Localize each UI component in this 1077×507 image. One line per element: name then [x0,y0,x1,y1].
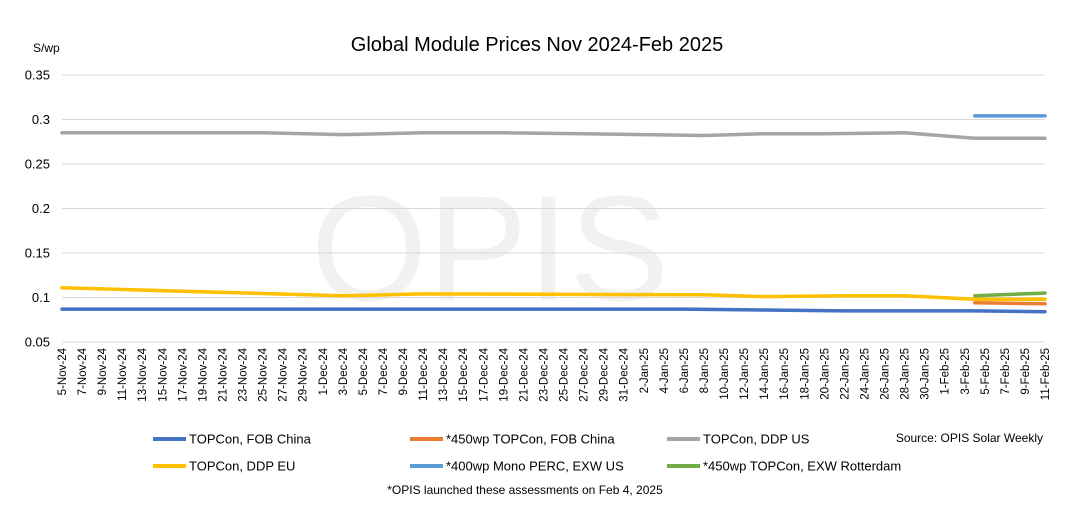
x-tick-label: 2-Jan-25 [639,348,651,393]
watermark-text: OPIS [311,164,669,332]
legend-label: TOPCon, DDP EU [189,459,295,474]
legend-label: TOPCon, DDP US [703,432,810,447]
y-tick-label: 0.35 [25,68,50,83]
x-tick-label: 29-Nov-24 [298,347,310,401]
x-tick-label: 15-Dec-24 [458,347,470,401]
x-tick-label: 21-Nov-24 [217,347,229,401]
x-tick-label: 15-Nov-24 [157,347,169,401]
x-tick-label: 25-Nov-24 [258,347,270,401]
series-line-450wp-topcon-exw-rotterdam [973,291,1047,298]
legend-label: TOPCon, FOB China [189,432,312,447]
x-tick-label: 7-Dec-24 [378,347,390,395]
x-tick-label: 1-Feb-25 [940,348,952,395]
series-line-topcon-fob-china [60,307,1047,314]
x-tick-label: 3-Dec-24 [338,347,350,395]
x-tick-label: 16-Jan-25 [779,348,791,400]
x-tick-label: 30-Jan-25 [920,348,932,400]
y-tick-label: 0.1 [32,290,50,305]
x-tick-label: 9-Dec-24 [398,347,410,395]
x-tick-label: 4-Jan-25 [659,348,671,393]
x-tick-label: 13-Dec-24 [438,347,450,401]
x-tick-label: 11-Nov-24 [117,347,129,400]
x-tick-label: 17-Nov-24 [177,347,189,401]
x-tick-label: 13-Nov-24 [137,347,149,401]
x-tick-label: 6-Jan-25 [679,348,691,393]
x-tick-label: 18-Jan-25 [799,348,811,400]
x-tick-label: 9-Feb-25 [1020,348,1032,395]
x-tick-label: 23-Dec-24 [538,347,550,401]
legend-label: *450wp TOPCon, FOB China [446,432,615,447]
y-axis-ticks: 0.05 0.1 0.15 0.2 0.25 0.3 0.35 [25,68,50,350]
legend-label: *450wp TOPCon, EXW Rotterdam [703,459,901,474]
x-tick-label: 11-Dec-24 [418,347,430,400]
legend: TOPCon, FOB China *450wp TOPCon, FOB Chin… [153,432,901,474]
x-tick-label: 10-Jan-25 [719,348,731,400]
x-tick-label: 28-Jan-25 [900,348,912,400]
series-line-450wp-topcon-fob-china [973,301,1047,306]
x-tick-label: 27-Dec-24 [579,347,591,401]
series-line-topcon-ddp-us [60,131,1047,140]
x-tick-label: 5-Feb-25 [980,348,992,395]
x-tick-label: 20-Jan-25 [819,348,831,400]
chart-title: Global Module Prices Nov 2024-Feb 2025 [351,34,723,56]
footnote: *OPIS launched these assessments on Feb … [387,483,663,497]
x-tick-label: 19-Nov-24 [197,347,209,401]
x-tick-label: 19-Dec-24 [498,347,510,401]
y-axis-unit-label: S/wp [33,41,60,55]
x-tick-label: 1-Dec-24 [318,347,330,395]
series-line-topcon-ddp-eu [60,285,1047,302]
x-tick-label: 26-Jan-25 [880,348,892,400]
y-tick-label: 0.25 [25,157,50,172]
x-tick-label: 9-Nov-24 [97,347,109,395]
x-tick-label: 11-Feb-25 [1040,348,1052,400]
x-tick-label: 21-Dec-24 [518,347,530,401]
series-lines [60,114,1047,314]
x-axis-ticks: 5-Nov-24 7-Nov-24 9-Nov-24 11-Nov-24 13-Nov-… [57,347,1052,401]
x-tick-label: 31-Dec-24 [619,347,631,401]
source-note: Source: OPIS Solar Weekly [896,431,1043,445]
y-tick-label: 0.05 [25,335,50,350]
x-tick-label: 23-Nov-24 [238,347,250,401]
x-tick-label: 29-Dec-24 [599,347,611,401]
x-tick-label: 12-Jan-25 [739,348,751,400]
x-tick-label: 14-Jan-25 [759,348,771,400]
x-tick-label: 5-Dec-24 [358,347,370,395]
y-tick-label: 0.3 [32,112,50,127]
x-tick-label: 8-Jan-25 [699,348,711,393]
x-tick-label: 22-Jan-25 [839,348,851,400]
x-tick-label: 17-Dec-24 [478,347,490,401]
x-tick-label: 7-Nov-24 [77,347,89,395]
legend-label: *400wp Mono PERC, EXW US [446,459,624,474]
x-tick-label: 7-Feb-25 [1000,348,1012,395]
x-tick-label: 3-Feb-25 [960,348,972,395]
y-tick-label: 0.15 [25,246,50,261]
x-tick-label: 5-Nov-24 [57,347,69,395]
y-tick-label: 0.2 [32,201,50,216]
x-tick-label: 24-Jan-25 [859,348,871,400]
x-tick-label: 25-Dec-24 [559,347,571,401]
x-tick-label: 27-Nov-24 [278,347,290,401]
gridlines [62,74,1045,343]
